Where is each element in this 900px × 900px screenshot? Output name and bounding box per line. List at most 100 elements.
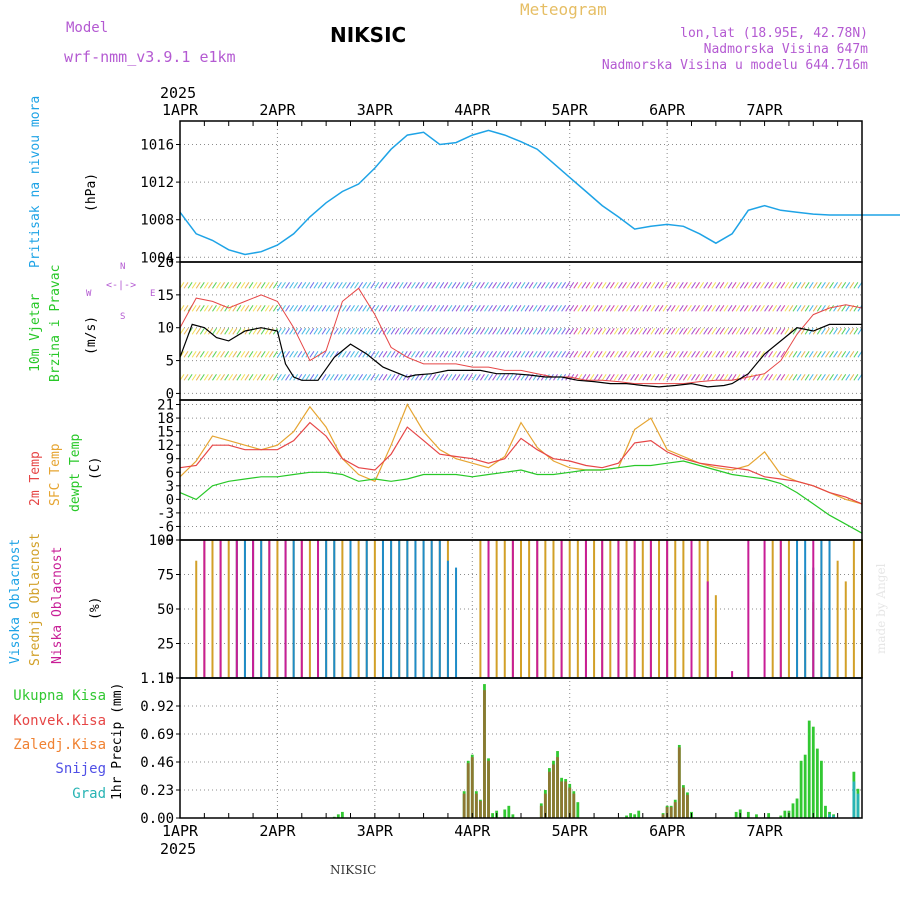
wind-barb (268, 305, 274, 312)
wind-barb (622, 374, 627, 381)
wind-barb (337, 351, 343, 358)
cloud-bar-mid (844, 581, 847, 678)
wind-barb (455, 374, 461, 381)
wind-gust-line (179, 287, 863, 385)
cloud-bar-mid (373, 540, 376, 678)
wind-barb (780, 282, 786, 289)
cloud-bar-low (812, 540, 815, 678)
wind-barb (585, 305, 591, 312)
wind-barb (431, 328, 437, 335)
precip-bar-convective (539, 805, 543, 818)
wind-barb (816, 328, 822, 335)
wind-barb (337, 328, 343, 335)
wind-barb (382, 374, 388, 381)
cloud-bar-low (731, 671, 734, 678)
wind-barb (731, 282, 737, 289)
compass-n: N (120, 262, 126, 272)
wind-barb (195, 305, 201, 312)
wind-barb (362, 374, 368, 381)
wind-barb (812, 305, 818, 312)
wind-barb (589, 374, 595, 381)
wind-barb (634, 351, 640, 358)
wind-barb (488, 282, 493, 289)
cloud-bar-low (252, 540, 255, 678)
wind-barb (561, 305, 567, 312)
wind-barb (358, 282, 364, 289)
wind-barb (479, 305, 485, 312)
wind-barb (569, 351, 575, 358)
wind-barb (573, 351, 579, 358)
wind-barb (829, 282, 834, 289)
wind-barb (187, 374, 193, 381)
wind-barb (496, 282, 502, 289)
wind-barb (500, 328, 506, 335)
wind-barb (232, 351, 238, 358)
wind-barb (796, 351, 802, 358)
wind-barb (321, 282, 327, 289)
wind-barb (756, 351, 761, 358)
wind-barb (707, 374, 713, 381)
wind-barb (366, 351, 372, 358)
wind-barb (622, 305, 627, 312)
wind-barb (224, 374, 230, 381)
wind-barb (354, 351, 359, 358)
wind-barb (569, 282, 575, 289)
wind-barb (699, 328, 705, 335)
wind-barb (208, 305, 213, 312)
wind-barb (333, 374, 339, 381)
wind-barb (224, 282, 230, 289)
wind-barb (776, 351, 782, 358)
precip-bar-hail (828, 814, 831, 818)
wind-barb (443, 351, 449, 358)
wind-barb (735, 351, 741, 358)
precip-bar-convective (572, 793, 576, 818)
wind-barb (467, 305, 473, 312)
y-tick-label: -9 (157, 533, 174, 549)
wind-barb (788, 374, 794, 381)
wind-barb (768, 351, 774, 358)
wind-barb (370, 328, 376, 335)
cloud-bar-mid (641, 540, 644, 678)
wind-barb (443, 282, 449, 289)
wind-barb (622, 282, 627, 289)
wind-barb (439, 328, 445, 335)
wind-barb (682, 351, 688, 358)
wind-barb (419, 374, 424, 381)
wind-barb (492, 305, 497, 312)
wind-barb (553, 351, 558, 358)
wind-barb (455, 282, 461, 289)
wind-barb (650, 374, 656, 381)
wind-barb (374, 374, 380, 381)
wind-barb (528, 351, 534, 358)
wind-barb (268, 351, 274, 358)
wind-barb (285, 282, 290, 289)
cloud-bar-high (292, 540, 295, 678)
wind-barb (329, 282, 335, 289)
wind-barb (370, 282, 376, 289)
wind-barb (743, 305, 749, 312)
wind-barb (341, 328, 347, 335)
cloud-bar-low (747, 540, 750, 678)
wind-barb (561, 328, 567, 335)
cloud-bar-mid (625, 540, 628, 678)
wind-barb (731, 328, 737, 335)
wind-barb (658, 282, 664, 289)
wind-barb (366, 328, 372, 335)
wind-barb (500, 351, 506, 358)
wind-barb (191, 305, 197, 312)
wind-barb (751, 282, 757, 289)
wind-barb (597, 282, 603, 289)
wind-barb (467, 351, 473, 358)
wind-barb (240, 305, 246, 312)
precip-bar-total (336, 814, 340, 818)
wind-barb (195, 282, 201, 289)
wind-barb (593, 351, 599, 358)
precip-bar-convective (661, 814, 665, 818)
wind-barb (439, 351, 445, 358)
wind-barb (536, 282, 542, 289)
wind-barb (236, 282, 242, 289)
wind-barb (471, 282, 477, 289)
wind-barb (488, 328, 493, 335)
wind-barb (471, 351, 477, 358)
wind-barb (662, 351, 668, 358)
